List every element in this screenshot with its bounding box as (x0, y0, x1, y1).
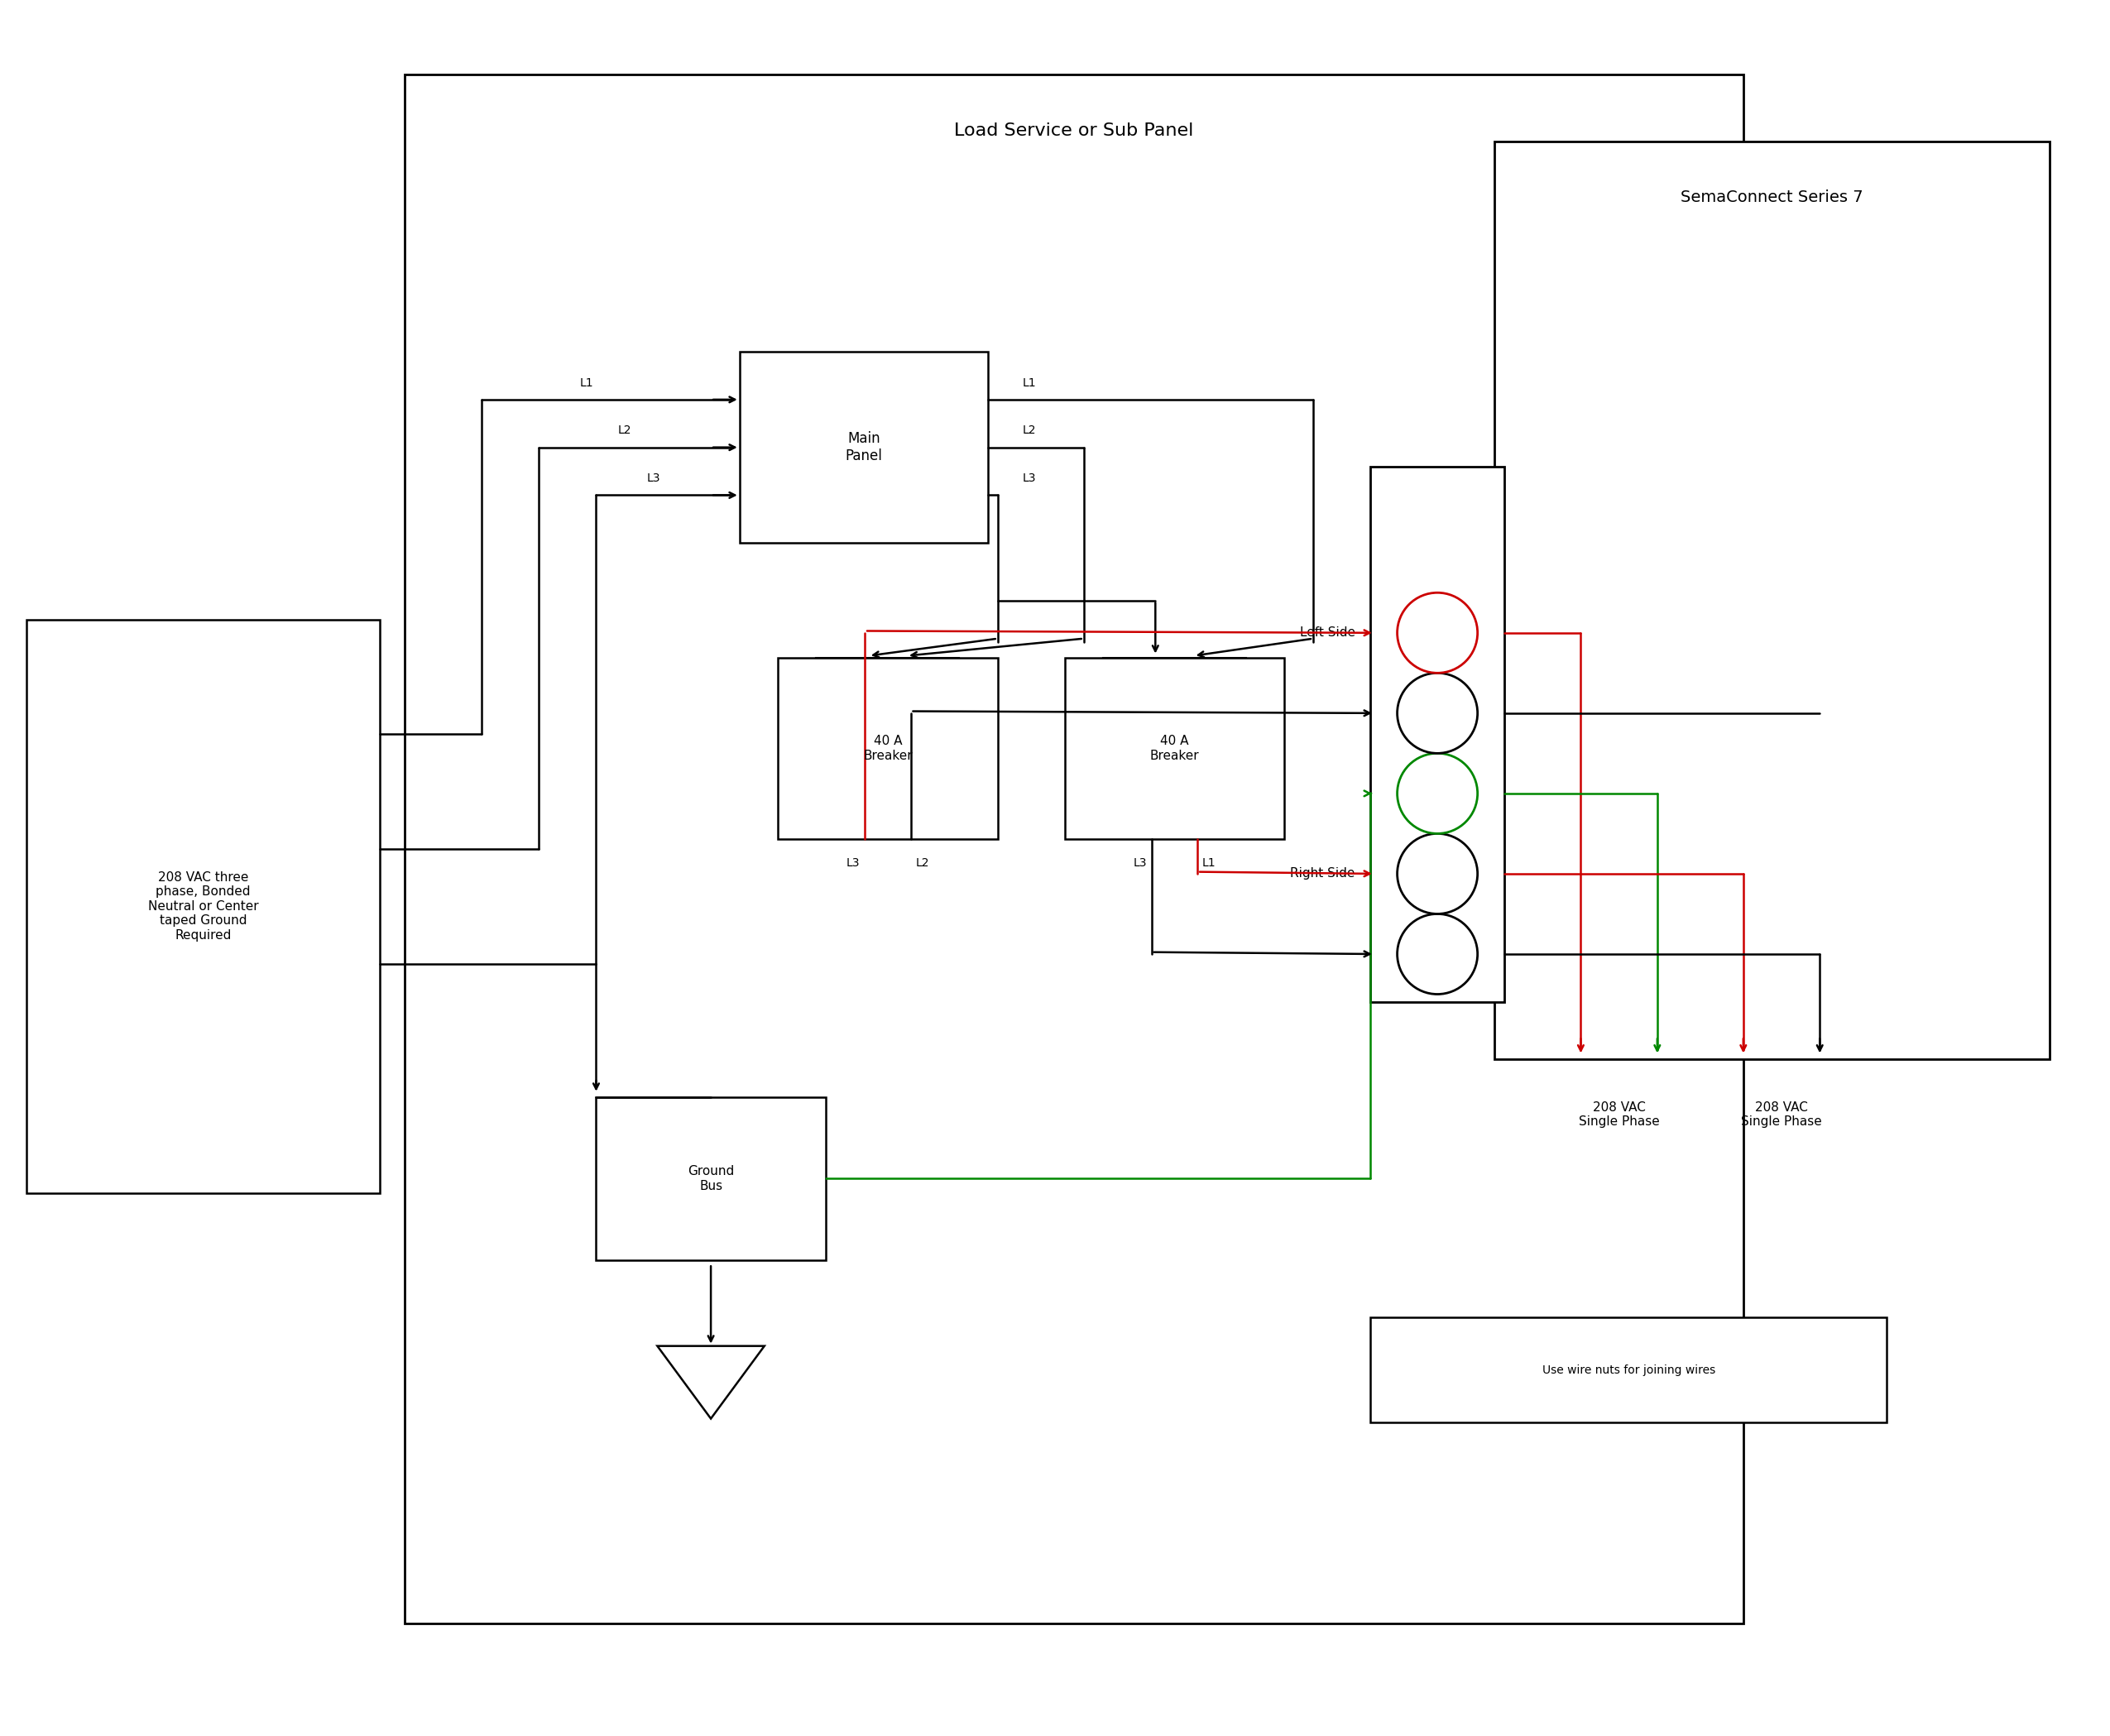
Text: 208 VAC
Single Phase: 208 VAC Single Phase (1578, 1101, 1658, 1128)
Circle shape (1397, 833, 1477, 913)
Text: L3: L3 (1133, 858, 1148, 868)
Text: L1: L1 (1203, 858, 1215, 868)
Text: 40 A
Breaker: 40 A Breaker (863, 734, 912, 762)
Circle shape (1397, 913, 1477, 995)
Text: L2: L2 (618, 425, 631, 436)
Bar (27, 620, 380, 1193)
Text: L3: L3 (1023, 472, 1036, 484)
Bar (1066, 658, 1285, 838)
Text: 208 VAC three
phase, Bonded
Neutral or Center
taped Ground
Required: 208 VAC three phase, Bonded Neutral or C… (148, 871, 260, 941)
Circle shape (1397, 592, 1477, 674)
Bar (405, 75, 1743, 1623)
Text: L1: L1 (1023, 377, 1036, 389)
Text: Left Side: Left Side (1300, 627, 1355, 639)
Text: 40 A
Breaker: 40 A Breaker (1150, 734, 1198, 762)
Text: L2: L2 (1023, 425, 1036, 436)
Text: L3: L3 (646, 472, 660, 484)
Text: 208 VAC
Single Phase: 208 VAC Single Phase (1741, 1101, 1821, 1128)
Text: Use wire nuts for joining wires: Use wire nuts for joining wires (1542, 1364, 1715, 1375)
Text: Right Side: Right Side (1291, 868, 1355, 880)
Bar (597, 1097, 825, 1260)
Bar (738, 352, 987, 543)
Text: L2: L2 (916, 858, 928, 868)
Text: Main
Panel: Main Panel (846, 431, 882, 464)
Text: Ground
Bus: Ground Bus (688, 1165, 734, 1193)
Text: L3: L3 (846, 858, 861, 868)
Bar (1372, 467, 1504, 1002)
Circle shape (1397, 674, 1477, 753)
Text: L1: L1 (580, 377, 593, 389)
Bar (1372, 1318, 1886, 1422)
Text: SemaConnect Series 7: SemaConnect Series 7 (1682, 189, 1863, 205)
Text: Load Service or Sub Panel: Load Service or Sub Panel (954, 122, 1194, 139)
Bar (1494, 141, 2049, 1059)
Circle shape (1397, 753, 1477, 833)
Bar (779, 658, 998, 838)
